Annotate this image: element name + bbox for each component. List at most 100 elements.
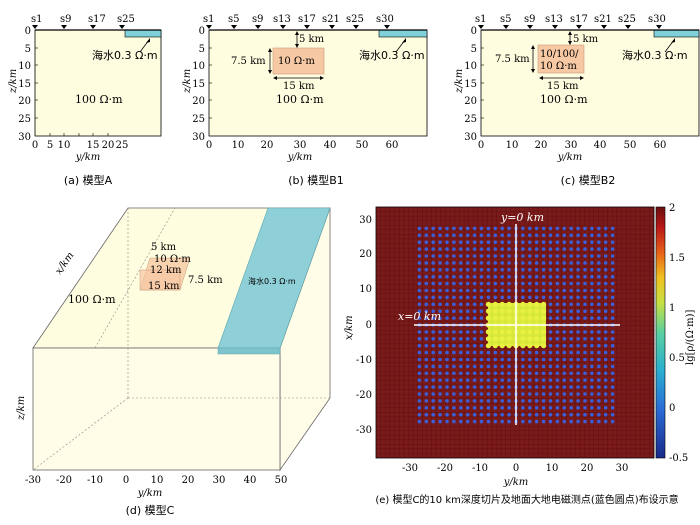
station-dot bbox=[472, 371, 477, 376]
station-dot bbox=[472, 261, 477, 265]
station-dot bbox=[528, 240, 532, 244]
svg-text:-30: -30 bbox=[402, 463, 418, 474]
station-dot bbox=[610, 240, 615, 244]
svg-text:20: 20 bbox=[535, 140, 548, 151]
panel-b2-depth-label: 5 km bbox=[573, 34, 599, 45]
panel-c-dim1-label: 12 km bbox=[150, 265, 182, 276]
station-dot bbox=[507, 226, 511, 231]
station-dot bbox=[548, 247, 553, 251]
station-dot bbox=[431, 364, 436, 369]
panel-c-sea-label: 海水0.3 Ω·m bbox=[248, 276, 296, 286]
station-dot bbox=[541, 343, 547, 349]
station-dot bbox=[527, 301, 533, 307]
station-dot bbox=[438, 392, 442, 396]
panel-c-3d: 海水0.3 Ω·m 5 km 10 Ω·m 12 km 7.5 km 15 km… bbox=[16, 207, 331, 517]
station-dot bbox=[590, 226, 594, 231]
station-dot bbox=[459, 281, 463, 286]
panel-a-xlabel: y/km bbox=[75, 152, 101, 163]
station-dot bbox=[583, 302, 587, 307]
panel-c-zaxis-label: z/km bbox=[16, 396, 27, 421]
station-dot bbox=[590, 330, 594, 334]
station-dot bbox=[555, 350, 560, 355]
station-dot bbox=[465, 233, 470, 238]
station-dot bbox=[534, 399, 539, 403]
station-dot bbox=[417, 254, 422, 258]
station-dot bbox=[603, 302, 608, 307]
station-dot bbox=[569, 399, 573, 403]
station-dot bbox=[562, 274, 567, 279]
station-dot bbox=[562, 288, 567, 293]
station-dot bbox=[528, 274, 532, 279]
station-dot bbox=[500, 295, 505, 300]
station-dot bbox=[445, 226, 449, 231]
station-dot bbox=[555, 330, 560, 334]
station-dot bbox=[493, 274, 498, 279]
station-dot bbox=[486, 281, 491, 286]
station-dot bbox=[507, 295, 511, 300]
station-dot bbox=[479, 364, 484, 369]
station-dot bbox=[569, 226, 573, 231]
station-dot bbox=[521, 364, 525, 369]
station-dot bbox=[438, 412, 442, 417]
svg-text:1: 1 bbox=[669, 303, 675, 314]
station-dot bbox=[417, 364, 422, 369]
station-dot bbox=[452, 406, 456, 410]
panel-b2-station-label: s17 bbox=[570, 14, 588, 25]
svg-text:0: 0 bbox=[669, 403, 675, 414]
panel-b1-caption: (b) 模型B1 bbox=[288, 173, 344, 187]
station-dot bbox=[472, 330, 477, 334]
station-dot bbox=[417, 226, 422, 231]
station-dot bbox=[431, 274, 436, 279]
station-dot bbox=[424, 364, 429, 369]
panel-a-caption: (a) 模型A bbox=[64, 173, 113, 187]
station-dot bbox=[576, 240, 580, 244]
station-dot bbox=[479, 288, 484, 293]
station-dot bbox=[562, 295, 567, 300]
station-dot bbox=[603, 274, 608, 279]
station-dot bbox=[555, 392, 560, 396]
panel-b1-station-label: s13 bbox=[273, 14, 291, 25]
station-dot bbox=[479, 357, 484, 362]
station-dot bbox=[534, 295, 539, 300]
station-dot bbox=[486, 419, 491, 424]
station-dot bbox=[541, 274, 546, 279]
station-dot bbox=[486, 274, 491, 279]
station-dot bbox=[500, 385, 505, 389]
station-dot bbox=[424, 316, 429, 320]
station-dot bbox=[597, 419, 601, 424]
station-dot bbox=[603, 254, 608, 258]
station-dot bbox=[479, 378, 484, 383]
panel-b2-station-label: s1 bbox=[475, 14, 487, 25]
station-dot bbox=[465, 288, 470, 293]
station-dot bbox=[479, 274, 484, 279]
station-dot bbox=[576, 226, 580, 231]
station-dot bbox=[459, 233, 463, 238]
station-dot bbox=[492, 336, 498, 342]
station-dot bbox=[562, 330, 567, 334]
station-dot bbox=[424, 295, 429, 300]
station-dot bbox=[431, 343, 436, 348]
station-dot bbox=[521, 371, 525, 376]
station-dot bbox=[597, 412, 601, 417]
station-dot bbox=[590, 316, 594, 320]
station-dot bbox=[569, 309, 573, 314]
station-dot bbox=[562, 343, 567, 348]
svg-text:25: 25 bbox=[464, 114, 477, 125]
station-dot bbox=[548, 371, 553, 376]
station-dot bbox=[465, 399, 470, 403]
svg-text:20: 20 bbox=[581, 463, 594, 474]
station-dot bbox=[445, 406, 449, 410]
station-dot bbox=[417, 274, 422, 279]
station-dot bbox=[438, 337, 442, 341]
station-dot bbox=[465, 281, 470, 286]
station-dot bbox=[472, 412, 477, 417]
station-dot bbox=[583, 254, 587, 258]
station-dot bbox=[507, 412, 511, 417]
station-dot bbox=[500, 378, 505, 383]
station-dot bbox=[479, 412, 484, 417]
station-dot bbox=[486, 364, 491, 369]
panel-b2-sea bbox=[653, 29, 700, 38]
station-dot bbox=[452, 302, 456, 307]
station-dot bbox=[528, 261, 532, 265]
station-dot bbox=[431, 350, 436, 355]
